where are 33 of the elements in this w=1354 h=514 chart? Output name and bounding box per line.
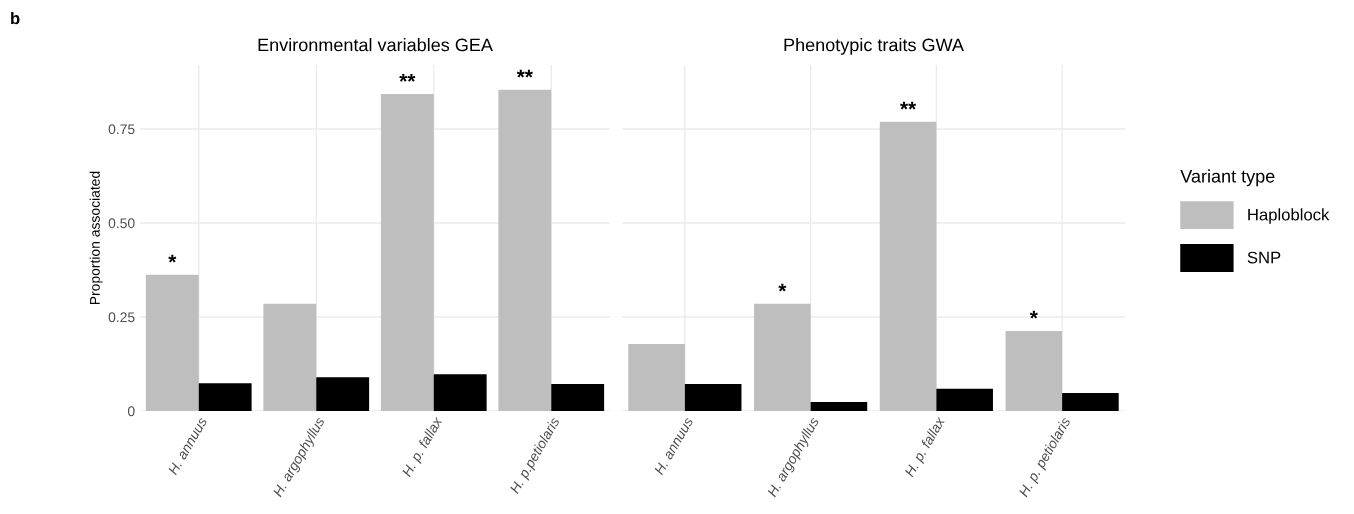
- bar: [263, 303, 317, 411]
- bar: [551, 383, 605, 411]
- bar: [145, 274, 199, 411]
- y-axis-title: Proportion associated: [89, 171, 103, 305]
- chart-title: Phenotypic traits GWA: [784, 38, 964, 55]
- y-tick-label: 0.25: [108, 312, 135, 323]
- bar: [316, 377, 370, 411]
- legend-label: Haploblock: [1248, 208, 1330, 224]
- annotation: *: [778, 283, 787, 292]
- bar: [380, 93, 434, 411]
- y-tick-label: 0.50: [108, 218, 135, 229]
- bar: [754, 303, 811, 411]
- bar: [628, 344, 685, 411]
- bar: [433, 374, 487, 411]
- y-tick-label: 0.75: [108, 124, 135, 135]
- annotation: *: [168, 254, 177, 263]
- bar: [879, 121, 937, 411]
- annotation: *: [1029, 310, 1038, 319]
- bar: [498, 89, 552, 411]
- bar: [810, 401, 868, 411]
- bar: [198, 383, 252, 411]
- legend-label: SNP: [1247, 251, 1281, 264]
- y-tick-label: 0: [127, 406, 135, 417]
- text: b: [11, 12, 20, 25]
- bar: [936, 388, 993, 411]
- annotation: **: [900, 101, 917, 110]
- bar: [1005, 330, 1063, 411]
- bar: [684, 383, 742, 411]
- legend-title: Variant type: [1180, 169, 1275, 187]
- annotation: **: [399, 73, 416, 82]
- annotation: **: [516, 69, 533, 78]
- bar: [1062, 392, 1119, 411]
- chart-title: Environmental variables GEA: [258, 38, 493, 52]
